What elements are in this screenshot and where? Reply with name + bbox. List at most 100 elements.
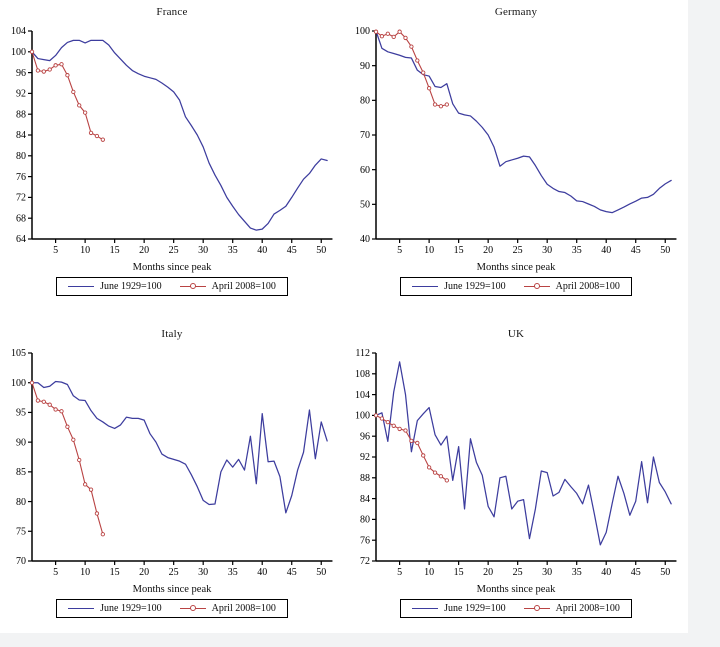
svg-text:30: 30 (542, 567, 552, 578)
svg-text:88: 88 (16, 109, 26, 120)
svg-text:50: 50 (660, 245, 670, 256)
svg-text:72: 72 (16, 193, 26, 204)
svg-text:30: 30 (198, 567, 208, 578)
svg-text:75: 75 (16, 526, 26, 537)
svg-text:15: 15 (454, 567, 464, 578)
chart-title-italy: Italy (161, 328, 183, 340)
svg-text:40: 40 (601, 245, 611, 256)
chart-panel-germany: Germany 40 50 60 70 80 90 100 5 10 15 20 25 30 35 40 45… (344, 0, 688, 322)
blue-line-swatch-icon (412, 286, 439, 287)
legend-item-1929: June 1929=100 (68, 281, 162, 292)
legend-item-1929: June 1929=100 (412, 281, 506, 292)
red-marker-line-swatch-icon (523, 605, 550, 612)
legend-item-2008: April 2008=100 (523, 281, 620, 292)
plot-area-france: 64 68 72 76 80 84 88 92 96 100 104 5 10 15 20 25 30 35 40 4… (11, 26, 333, 256)
red-marker-line-swatch-icon (179, 605, 206, 612)
legend-item-2008: April 2008=100 (179, 281, 276, 292)
svg-text:105: 105 (11, 348, 26, 359)
legend-label-2008: April 2008=100 (555, 281, 620, 292)
svg-text:88: 88 (360, 473, 370, 484)
svg-text:50: 50 (316, 245, 326, 256)
svg-text:5: 5 (397, 567, 402, 578)
svg-text:30: 30 (542, 245, 552, 256)
svg-text:25: 25 (513, 567, 523, 578)
svg-text:35: 35 (572, 567, 582, 578)
svg-text:100: 100 (355, 26, 370, 37)
svg-text:20: 20 (483, 245, 493, 256)
svg-text:90: 90 (360, 61, 370, 72)
svg-text:96: 96 (16, 68, 26, 79)
blue-line-swatch-icon (68, 286, 95, 287)
svg-text:80: 80 (360, 96, 370, 107)
legend-box-germany: June 1929=100 April 2008=100 (400, 277, 632, 296)
svg-text:108: 108 (355, 369, 370, 380)
svg-text:96: 96 (360, 431, 370, 442)
legend-box-italy: June 1929=100 April 2008=100 (56, 599, 288, 618)
red-marker-line-swatch-icon (523, 283, 550, 290)
chart-grid: France 64 68 72 76 80 84 88 92 96 100 104 5 10 15 20 25… (11, 0, 688, 633)
x-axis-label-uk: Months since peak (476, 584, 556, 595)
plot-area-italy: 70 75 80 85 90 95 100 105 5 10 15 20 25 30 35 40 45 50 (11, 348, 333, 578)
chart-title-france: France (156, 6, 188, 18)
svg-text:64: 64 (16, 234, 26, 245)
legend-item-1929: June 1929=100 (68, 603, 162, 614)
legend-label-2008: April 2008=100 (211, 603, 276, 614)
svg-text:40: 40 (257, 245, 267, 256)
svg-text:70: 70 (360, 130, 370, 141)
svg-text:20: 20 (139, 567, 149, 578)
blue-line-swatch-icon (68, 608, 95, 609)
red-marker-line-swatch-icon (179, 283, 206, 290)
svg-text:112: 112 (355, 348, 370, 359)
blue-line-swatch-icon (412, 608, 439, 609)
svg-text:45: 45 (287, 245, 297, 256)
svg-text:10: 10 (424, 567, 434, 578)
legend-box-france: June 1929=100 April 2008=100 (56, 277, 288, 296)
svg-text:50: 50 (316, 567, 326, 578)
svg-text:20: 20 (483, 567, 493, 578)
svg-text:104: 104 (355, 390, 370, 401)
svg-text:45: 45 (631, 567, 641, 578)
chart-title-uk: UK (507, 328, 525, 340)
svg-text:50: 50 (660, 567, 670, 578)
svg-text:10: 10 (80, 245, 90, 256)
svg-text:76: 76 (16, 172, 26, 183)
svg-text:30: 30 (198, 245, 208, 256)
svg-text:25: 25 (513, 245, 523, 256)
legend-label-2008: April 2008=100 (555, 603, 620, 614)
svg-text:80: 80 (16, 151, 26, 162)
svg-text:80: 80 (360, 515, 370, 526)
svg-text:10: 10 (80, 567, 90, 578)
svg-text:35: 35 (572, 245, 582, 256)
legend-item-1929: June 1929=100 (412, 603, 506, 614)
svg-text:15: 15 (110, 567, 120, 578)
svg-text:40: 40 (360, 234, 370, 245)
svg-text:100: 100 (11, 47, 26, 58)
x-axis-label-france: Months since peak (132, 262, 212, 273)
svg-text:45: 45 (631, 245, 641, 256)
svg-text:5: 5 (53, 245, 58, 256)
svg-text:5: 5 (397, 245, 402, 256)
svg-text:25: 25 (169, 567, 179, 578)
svg-text:40: 40 (257, 567, 267, 578)
svg-text:104: 104 (11, 26, 26, 37)
plot-area-uk: 72 76 80 84 88 92 96 100 104 108 112 5 10 15 20 25 30 35 4… (355, 348, 677, 578)
svg-text:92: 92 (16, 89, 26, 100)
svg-text:76: 76 (360, 535, 370, 546)
svg-text:84: 84 (16, 130, 26, 141)
svg-text:100: 100 (355, 411, 370, 422)
svg-text:72: 72 (360, 556, 370, 567)
svg-text:20: 20 (139, 245, 149, 256)
legend-label-1929: June 1929=100 (444, 603, 506, 614)
svg-text:95: 95 (16, 408, 26, 419)
figure-canvas: France 64 68 72 76 80 84 88 92 96 100 104 5 10 15 20 25… (0, 0, 688, 633)
chart-panel-uk: UK 72 76 80 84 88 92 96 100 104 108 112 5 10 15 20 25 30… (344, 322, 688, 633)
legend-label-2008: April 2008=100 (211, 281, 276, 292)
svg-text:68: 68 (16, 213, 26, 224)
svg-text:100: 100 (11, 378, 26, 389)
svg-text:40: 40 (601, 567, 611, 578)
svg-text:50: 50 (360, 200, 370, 211)
svg-text:35: 35 (228, 567, 238, 578)
svg-text:90: 90 (16, 437, 26, 448)
x-axis-label-italy: Months since peak (132, 584, 212, 595)
plot-area-germany: 40 50 60 70 80 90 100 5 10 15 20 25 30 35 40 45 50 (355, 26, 677, 256)
